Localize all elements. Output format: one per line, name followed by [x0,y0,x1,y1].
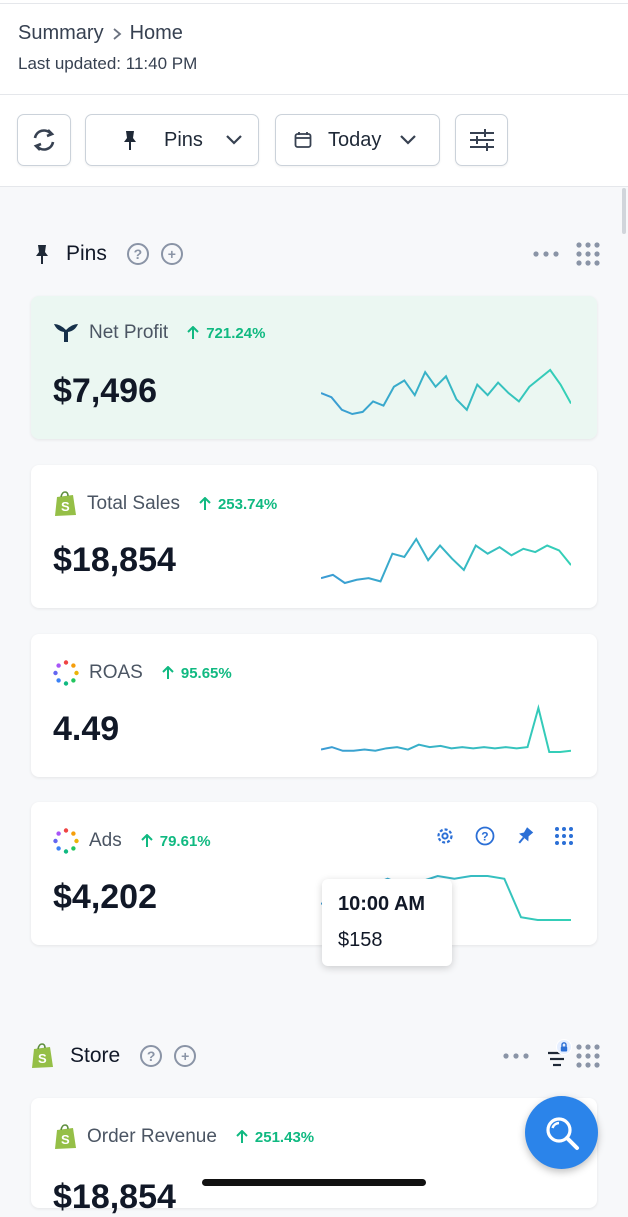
sliders-icon [469,129,494,151]
pins-section-title: Pins [66,242,107,265]
metric-change: 251.43% [235,1129,314,1146]
breadcrumb-summary[interactable]: Summary [18,22,104,44]
breadcrumb: Summary Home [18,22,183,45]
metric-change-value: 79.61% [159,832,211,850]
metric-change-value: 721.24% [206,324,266,342]
calendar-icon [294,132,312,148]
filter-button[interactable] [455,114,508,166]
drag-grid-icon[interactable] [576,242,600,266]
metric-value: $4,202 [53,878,157,916]
svg-text:?: ? [481,830,488,844]
shopify-icon: S [55,1124,76,1149]
rainbow-dots-icon [53,828,79,854]
add-icon[interactable]: + [174,1045,197,1067]
more-icon[interactable] [532,250,560,258]
chevron-right-icon [113,27,121,40]
breadcrumb-home[interactable]: Home [129,22,183,44]
card-actions: ? [435,826,573,846]
shopify-icon: S [55,491,76,516]
arrow-up-icon [162,666,174,679]
metric-name: Ads [89,830,122,851]
drag-grid-icon[interactable] [555,827,573,845]
metric-change: 79.61% [140,833,211,850]
divider [0,94,628,95]
scrollbar[interactable] [622,188,626,234]
metric-change: 95.65% [161,665,232,682]
metric-card-total-sales[interactable]: S Total Sales 253.74% $18,854 [31,465,597,608]
top-bar: Summary Home Last updated: 11:40 PM Pins… [0,0,628,187]
locked-sort-icon[interactable] [544,1039,574,1073]
sparkline [321,368,571,416]
date-dropdown[interactable]: Today [275,114,440,166]
more-icon[interactable] [502,1052,530,1060]
sparkline [321,537,571,585]
drag-grid-icon[interactable] [576,1044,600,1068]
metric-name: Order Revenue [87,1126,217,1147]
metric-card-order-revenue[interactable]: S Order Revenue 251.43% $18,854 [31,1098,597,1216]
refresh-icon [33,129,55,151]
arrow-up-icon [141,834,153,847]
pins-dropdown-label: Pins [164,128,203,151]
metric-change-value: 253.74% [217,495,278,513]
pin-icon [36,245,48,264]
metric-value: 4.49 [53,710,120,748]
pin-icon [124,131,136,150]
help-icon[interactable]: ? [126,243,149,265]
metric-change: 721.24% [186,325,265,342]
tooltip-value: $158 [338,929,383,951]
top-line [0,3,628,4]
sparkline-path [321,537,571,585]
arrow-up-icon [187,326,199,339]
metric-value: $7,496 [53,372,157,410]
add-icon[interactable]: + [160,243,183,265]
sparkline-path [321,704,571,753]
arrow-up-icon [236,1130,248,1143]
store-section-title: Store [70,1044,121,1067]
metric-card-roas[interactable]: ROAS 95.65% 4.49 [31,634,597,777]
metric-name: Total Sales [87,493,180,514]
search-fab-button[interactable] [525,1096,598,1169]
home-indicator[interactable] [202,1179,426,1186]
metric-card-net-profit[interactable]: Net Profit 721.24% $7,496 [31,296,597,439]
pins-section-header: Pins ? + [30,234,600,274]
help-icon[interactable]: ? [140,1045,163,1067]
svg-text:S: S [61,499,70,514]
svg-text:S: S [61,1132,70,1147]
metric-value: $18,854 [53,1178,176,1216]
tooltip-time: 10:00 AM [338,893,426,915]
svg-text:S: S [38,1051,47,1066]
search-icon [545,1116,579,1150]
metric-name: Net Profit [89,322,169,343]
metric-card-ads[interactable]: Ads 79.61% ? $4,202 [31,802,597,945]
pins-dropdown[interactable]: Pins [85,114,259,166]
help-icon[interactable]: ? [475,826,495,846]
store-section-header: S Store ? + [30,1036,600,1076]
whale-logo-icon [54,324,78,342]
metric-value: $18,854 [53,541,176,579]
metric-change-value: 251.43% [254,1128,315,1146]
metric-change: 253.74% [198,496,277,513]
chevron-down-icon [226,135,242,145]
sparkline [321,704,571,753]
chart-tooltip: 10:00 AM $158 [322,879,452,966]
sparkline-path [321,368,571,416]
date-dropdown-label: Today [328,128,382,151]
arrow-up-icon [199,497,211,510]
rainbow-dots-icon [53,660,79,686]
gear-icon[interactable] [435,826,455,846]
pin-icon[interactable] [515,826,535,846]
refresh-button[interactable] [17,114,71,166]
metric-name: ROAS [89,662,143,683]
metric-change-value: 95.65% [180,664,232,682]
last-updated: Last updated: 11:40 PM [18,54,198,73]
chevron-down-icon [400,135,417,145]
shopify-icon: S [32,1043,53,1068]
